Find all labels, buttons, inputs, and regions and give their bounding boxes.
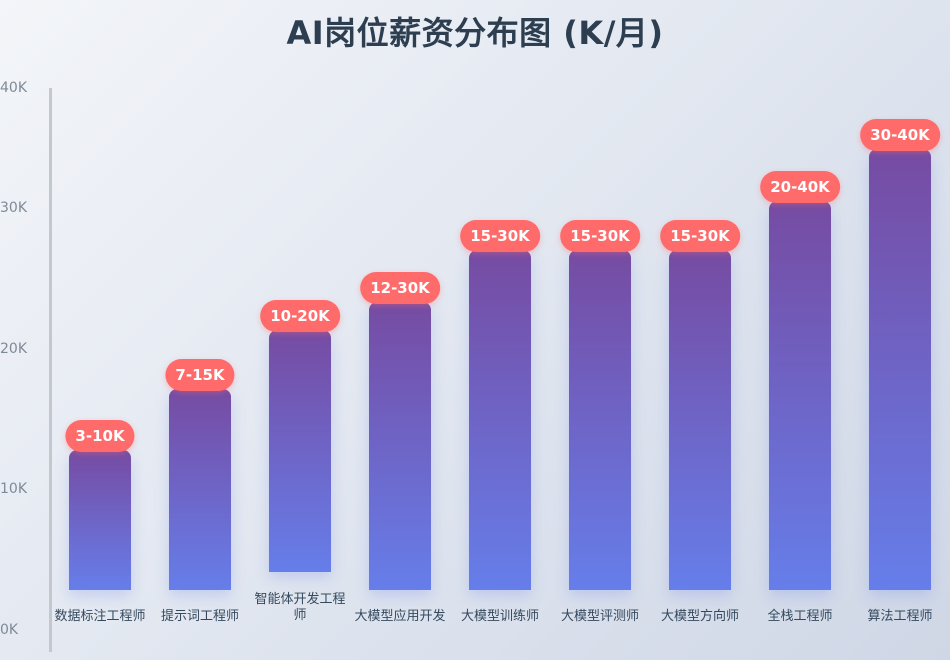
category-label: 算法工程师 bbox=[867, 609, 933, 624]
category-label: 数据标注工程师 bbox=[54, 609, 146, 624]
salary-range-label: 7-15K bbox=[165, 359, 235, 391]
salary-bar bbox=[769, 201, 831, 590]
salary-bar bbox=[369, 302, 431, 590]
salary-bar bbox=[69, 450, 131, 590]
category-label: 大模型评测师 bbox=[560, 609, 639, 624]
salary-bar bbox=[569, 250, 631, 590]
category-label: 提示词工程师 bbox=[160, 609, 239, 624]
y-tick-label: 0K bbox=[0, 622, 19, 638]
salary-range-label: 10-20K bbox=[260, 300, 340, 332]
salary-bar bbox=[669, 250, 731, 590]
y-tick-label: 40K bbox=[0, 80, 27, 96]
salary-range-label: 3-10K bbox=[65, 420, 135, 452]
y-tick-label: 10K bbox=[0, 481, 27, 497]
category-label: 大模型训练师 bbox=[460, 609, 539, 624]
category-label: 大模型方向师 bbox=[660, 609, 739, 624]
salary-bar bbox=[169, 389, 231, 590]
category-label: 大模型应用开发 bbox=[354, 609, 446, 624]
salary-range-label: 20-40K bbox=[760, 171, 840, 203]
salary-bar bbox=[469, 250, 531, 590]
salary-range-label: 15-30K bbox=[560, 220, 640, 252]
salary-range-label: 15-30K bbox=[460, 220, 540, 252]
category-label: 智能体开发工程师 bbox=[254, 592, 346, 623]
category-label: 全栈工程师 bbox=[767, 609, 833, 624]
y-axis-line bbox=[49, 88, 52, 652]
salary-range-label: 15-30K bbox=[660, 220, 740, 252]
salary-range-label: 30-40K bbox=[860, 119, 940, 151]
salary-bar bbox=[869, 149, 931, 590]
salary-bar bbox=[269, 330, 331, 572]
chart-title: AI岗位薪资分布图 (K/月) bbox=[286, 14, 664, 52]
y-tick-label: 20K bbox=[0, 341, 27, 357]
salary-range-label: 12-30K bbox=[360, 272, 440, 304]
y-tick-label: 30K bbox=[0, 200, 27, 216]
